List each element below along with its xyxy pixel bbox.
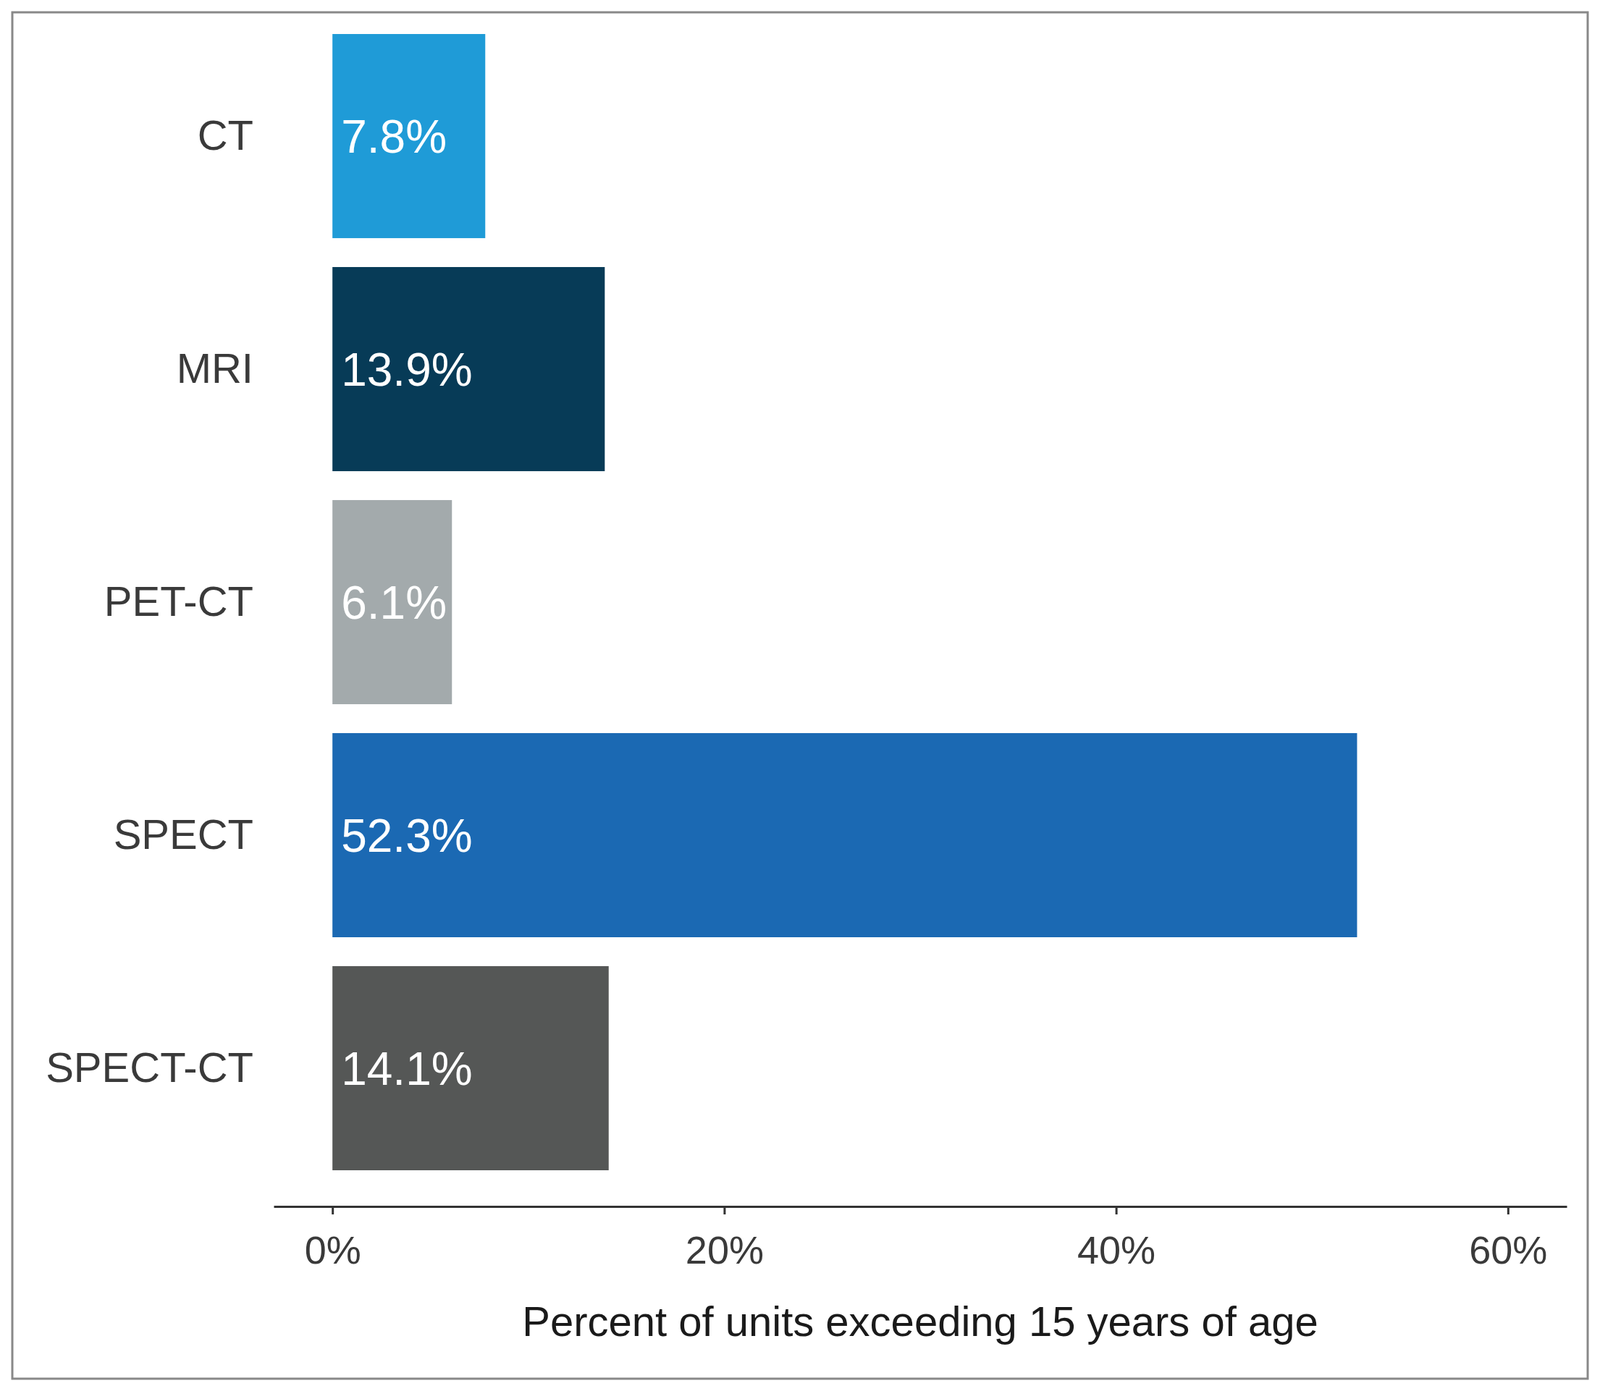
y-tick: CT bbox=[197, 111, 254, 159]
x-tick: 20% bbox=[685, 1206, 764, 1273]
x-tick-mark bbox=[723, 1206, 726, 1215]
bar bbox=[332, 267, 605, 472]
x-tick-mark bbox=[331, 1206, 334, 1215]
x-axis-title: Percent of units exceeding 15 years of a… bbox=[521, 1298, 1318, 1346]
bar bbox=[332, 733, 1357, 938]
y-tick-label: SPECT-CT bbox=[45, 1043, 254, 1092]
data-label: 13.9% bbox=[340, 343, 473, 397]
y-tick: SPECT-CT bbox=[45, 1043, 254, 1092]
x-axis-line bbox=[274, 1206, 1568, 1209]
y-tick-label: SPECT bbox=[113, 810, 254, 858]
y-tick: MRI bbox=[176, 344, 254, 392]
bar bbox=[332, 966, 609, 1171]
y-tick-label: CT bbox=[197, 111, 254, 159]
y-tick-label: MRI bbox=[176, 344, 254, 392]
x-tick: 0% bbox=[304, 1206, 362, 1273]
data-labels: 7.8% 13.9% 6.1% 52.3% 14.1% bbox=[340, 110, 473, 1096]
data-label: 52.3% bbox=[340, 810, 473, 863]
y-tick: SPECT bbox=[113, 810, 254, 858]
data-label: 6.1% bbox=[340, 577, 447, 630]
x-tick-mark bbox=[1115, 1206, 1118, 1215]
x-tick-label: 40% bbox=[1077, 1228, 1156, 1273]
x-tick-label: 60% bbox=[1468, 1228, 1548, 1273]
x-tick: 40% bbox=[1077, 1206, 1156, 1273]
frame bbox=[12, 12, 1588, 1380]
bar bbox=[332, 34, 486, 239]
x-tick: 60% bbox=[1468, 1206, 1548, 1273]
x-axis: 0% 20% 40% 60% bbox=[274, 1206, 1568, 1273]
bar bbox=[332, 500, 452, 705]
y-axis: CT MRI PET-CT SPECT SPECT-CT bbox=[45, 111, 254, 1092]
bars bbox=[332, 34, 1357, 1171]
x-tick-mark bbox=[1507, 1206, 1510, 1215]
x-tick-label: 0% bbox=[304, 1228, 362, 1273]
data-label: 14.1% bbox=[340, 1043, 473, 1096]
y-tick: PET-CT bbox=[104, 577, 254, 625]
y-tick-label: PET-CT bbox=[104, 577, 254, 625]
data-label: 7.8% bbox=[340, 110, 447, 163]
x-tick-label: 20% bbox=[685, 1228, 764, 1273]
chart: 7.8% 13.9% 6.1% 52.3% 14.1% CT MRI PET-CT SPECT S… bbox=[0, 0, 1600, 1391]
